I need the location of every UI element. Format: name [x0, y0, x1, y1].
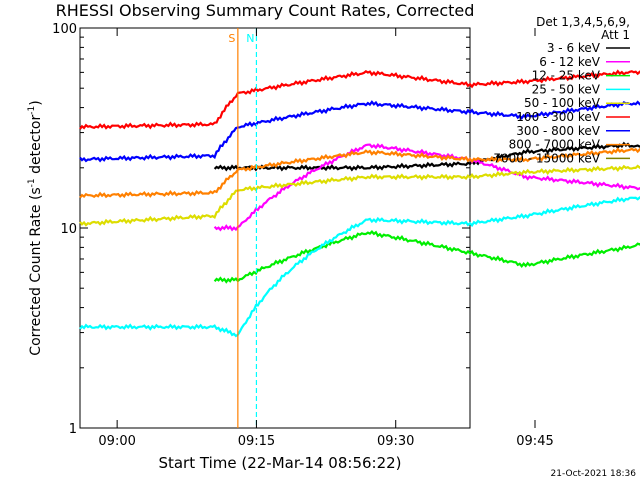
legend-label-7000-15000-kev: 7000 - 15000 keV	[493, 151, 600, 165]
series-line-12-25-kev	[213, 229, 640, 284]
series-line-6-12-kev	[213, 143, 640, 232]
legend-label-6-12-kev: 6 - 12 keV	[539, 55, 601, 69]
y-axis-ticks: 100 10 1	[52, 22, 470, 437]
generated-timestamp: 21-Oct-2021 18:36	[551, 469, 637, 479]
marker-label-s: S	[228, 32, 235, 45]
series-line-100-300-kev	[79, 69, 640, 130]
y-axis-label-main: Corrected Count Rate (s	[28, 187, 44, 355]
legend-label-12-25-kev: 12 - 25 keV	[532, 69, 601, 83]
y-axis-label-sup2: -1	[27, 106, 37, 115]
series-lines	[79, 69, 640, 338]
series-line-50-100-kev	[79, 164, 640, 227]
series-line-800-7000-kev	[79, 147, 640, 199]
x-tick-label: 09:45	[516, 434, 553, 449]
legend-label-25-50-kev: 25 - 50 keV	[532, 82, 601, 96]
marker-label-n: N	[246, 32, 254, 45]
legend-label-50-100-kev: 50 - 100 keV	[524, 96, 601, 110]
chart-title: RHESSI Observing Summary Count Rates, Co…	[56, 1, 475, 20]
y-axis-label-mid: detector	[28, 115, 44, 179]
y-axis-label-end: )	[28, 100, 44, 105]
y-tick-label: 100	[52, 22, 77, 37]
x-axis-label: Start Time (22-Mar-14 08:56:22)	[158, 454, 401, 472]
y-axis-label: Corrected Count Rate (s-1 detector-1)	[27, 100, 44, 355]
x-tick-label: 09:00	[98, 434, 135, 449]
legend-label-300-800-kev: 300 - 800 keV	[516, 124, 600, 138]
y-axis-label-sup1: -1	[27, 178, 37, 187]
series-line-25-50-kev	[79, 196, 640, 338]
legend-label-800-7000-kev: 800 - 7000 keV	[509, 138, 601, 152]
x-tick-label: 09:30	[377, 434, 414, 449]
y-tick-label: 1	[69, 422, 77, 437]
y-tick-label: 10	[60, 222, 77, 237]
series-line-3-6-kev	[213, 141, 640, 172]
x-tick-label: 09:15	[238, 434, 275, 449]
legend-header-line-2: Att 1	[601, 28, 630, 42]
series-line-300-800-kev	[79, 100, 640, 163]
legend-label-3-6-kev: 3 - 6 keV	[547, 41, 601, 55]
legend-label-100-300-kev: 100 - 300 keV	[516, 110, 600, 124]
legend-header-line-1: Det 1,3,4,5,6,9,	[536, 15, 630, 29]
